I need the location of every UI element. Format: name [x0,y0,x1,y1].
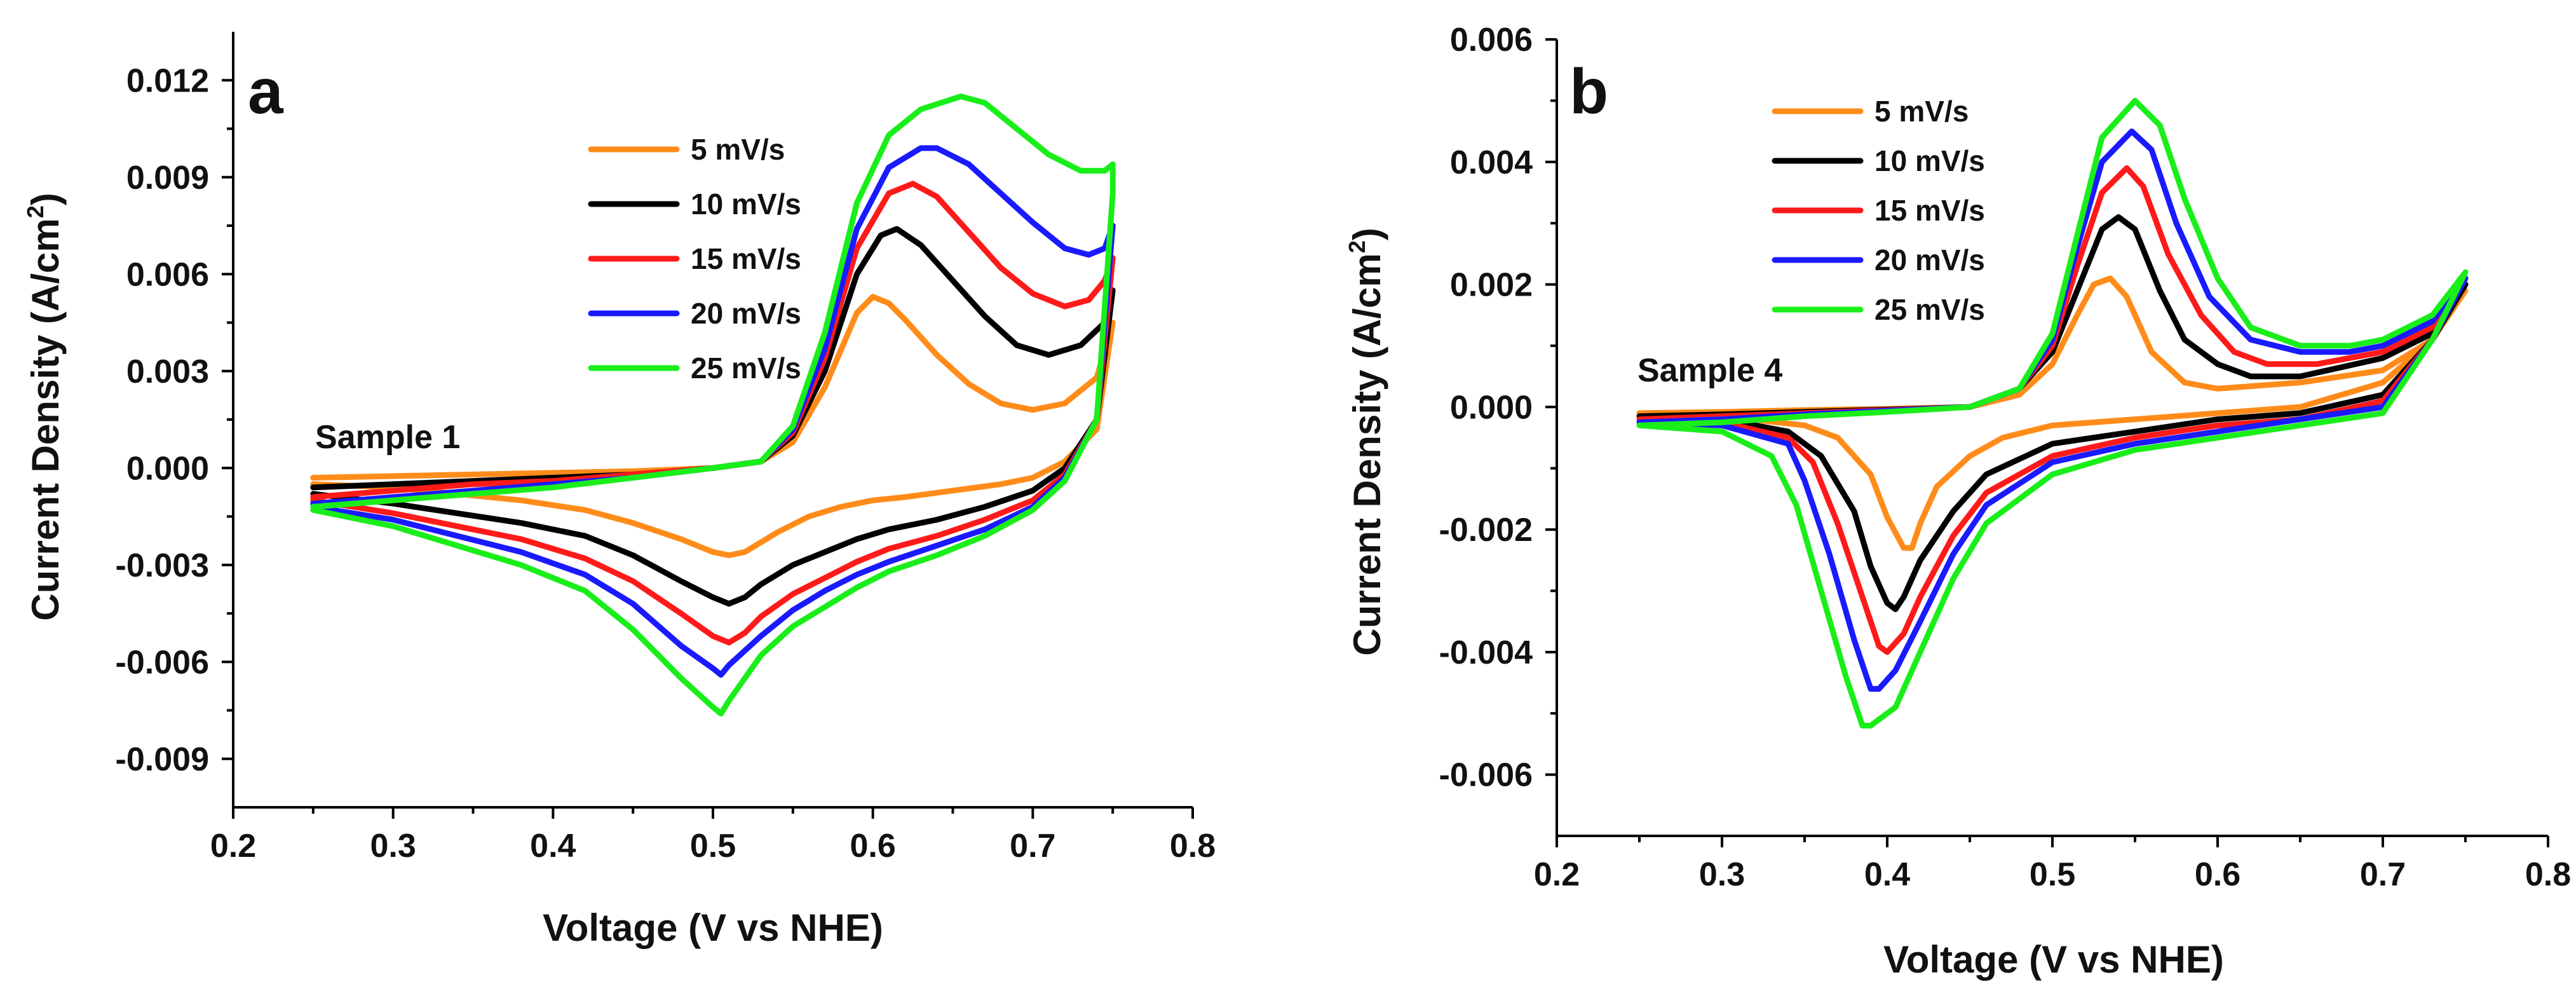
y-tick-label-b: 0.006 [1450,22,1533,58]
chart-panel-b: b Sample 4 Current Density (A/cm2) Volta… [1344,22,2571,981]
x-axis-title-b: Voltage (V vs NHE) [1883,938,2224,981]
legend-label-a-10-mv-s: 10 mV/s [691,188,801,221]
annotation-sample-4: Sample 4 [1637,352,1782,389]
legend-label-a-15-mv-s: 15 mV/s [691,242,801,275]
x-axis-title-a: Voltage (V vs NHE) [543,906,883,949]
panel-label-a: a [248,56,284,127]
x-tick-label-b: 0.5 [2030,856,2075,893]
x-tick-label-b: 0.6 [2195,856,2240,893]
legend-label-a-25-mv-s: 25 mV/s [691,352,801,385]
y-axis-title-b-main: Current Density (A/cm [1346,253,1388,655]
legend-label-a-5-mv-s: 5 mV/s [691,133,785,166]
x-tick-label-b: 0.7 [2360,856,2406,893]
x-tick-label-b: 0.3 [1699,856,1745,893]
y-axis-title-b-close: ) [1346,228,1388,240]
legend-label-b-20-mv-s: 20 mV/s [1874,243,1985,277]
y-tick-label-b: 0.002 [1450,267,1533,304]
series-line-b-10-mv-s [1636,214,2469,612]
y-axis-title-a: Current Density (A/cm2) [22,193,67,620]
y-tick-label-a: -0.006 [116,644,209,681]
chart-panel-a: a Sample 1 Current Density (A/cm2) Volta… [22,32,1216,949]
legend-label-b-5-mv-s: 5 mV/s [1874,95,1969,128]
series-line-b-25-mv-s [1636,97,2469,728]
y-tick-label-a: 0.009 [126,160,209,196]
y-axis-title-b-sup: 2 [1344,240,1370,253]
y-tick-label-b: -0.004 [1439,634,1533,671]
y-tick-label-a: -0.009 [116,741,209,778]
x-tick-label-b: 0.2 [1534,856,1580,893]
panel-label-b: b [1569,56,1608,127]
y-tick-label-a: 0.003 [126,353,209,390]
y-axis-title-a-sup: 2 [22,205,48,218]
y-tick-label-b: 0.000 [1450,389,1533,426]
x-tick-label-b: 0.8 [2525,856,2571,893]
y-tick-label-a: 0.006 [126,256,209,293]
y-tick-label-a: 0.012 [126,62,209,99]
x-tick-label-a: 0.5 [690,828,736,865]
legend-b: 5 mV/s 10 mV/s 15 mV/s 20 mV/s 25 mV/s [1772,95,1985,326]
x-tick-label-b: 0.4 [1864,856,1910,893]
plot-area-a: 0.2 0.3 0.4 0.5 0.6 0.7 0.8 -0.009 -0.006 -0.003 0… [116,32,1216,865]
plot-area-b: 0.2 0.3 0.4 0.5 0.6 0.7 0.8 -0.006 -0.004 -0.002 0… [1439,22,2572,893]
y-tick-label-a: -0.003 [116,547,209,584]
y-tick-label-b: 0.004 [1450,144,1533,181]
annotation-sample-1: Sample 1 [315,419,460,456]
x-tick-label-a: 0.7 [1010,828,1055,865]
legend-a: 5 mV/s 10 mV/s 15 mV/s 20 mV/s 25 mV/s [588,133,801,385]
legend-label-a-20-mv-s: 20 mV/s [691,297,801,330]
x-tick-label-a: 0.6 [850,828,896,865]
y-tick-label-b: -0.002 [1439,512,1533,549]
y-axis-title-b: Current Density (A/cm2) [1344,228,1388,655]
y-tick-label-a: 0.000 [126,450,209,487]
series-line-a-25-mv-s [310,93,1116,717]
x-tick-label-a: 0.4 [530,828,576,865]
x-tick-label-a: 0.2 [210,828,256,865]
y-axis-title-a-close: ) [24,193,67,205]
y-tick-label-b: -0.006 [1439,757,1533,794]
legend-label-b-10-mv-s: 10 mV/s [1874,144,1985,177]
legend-label-b-25-mv-s: 25 mV/s [1874,293,1985,326]
y-axis-title-a-main: Current Density (A/cm [24,218,67,620]
series-line-a-10-mv-s [310,226,1116,607]
x-tick-label-a: 0.8 [1170,828,1216,865]
x-tick-label-a: 0.3 [370,828,416,865]
legend-label-b-15-mv-s: 15 mV/s [1874,194,1985,227]
